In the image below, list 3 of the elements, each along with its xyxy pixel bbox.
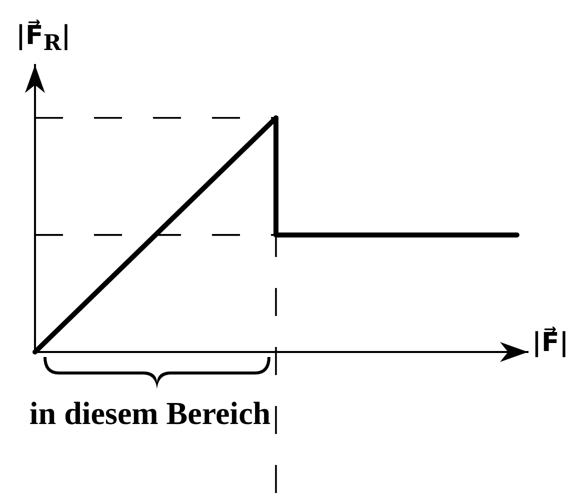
x-axis-title: |F⃗| <box>532 328 569 360</box>
text: in diesem Bereich <box>28 395 272 432</box>
y-axis-title: |F⃗$_{R}$| <box>16 20 71 57</box>
